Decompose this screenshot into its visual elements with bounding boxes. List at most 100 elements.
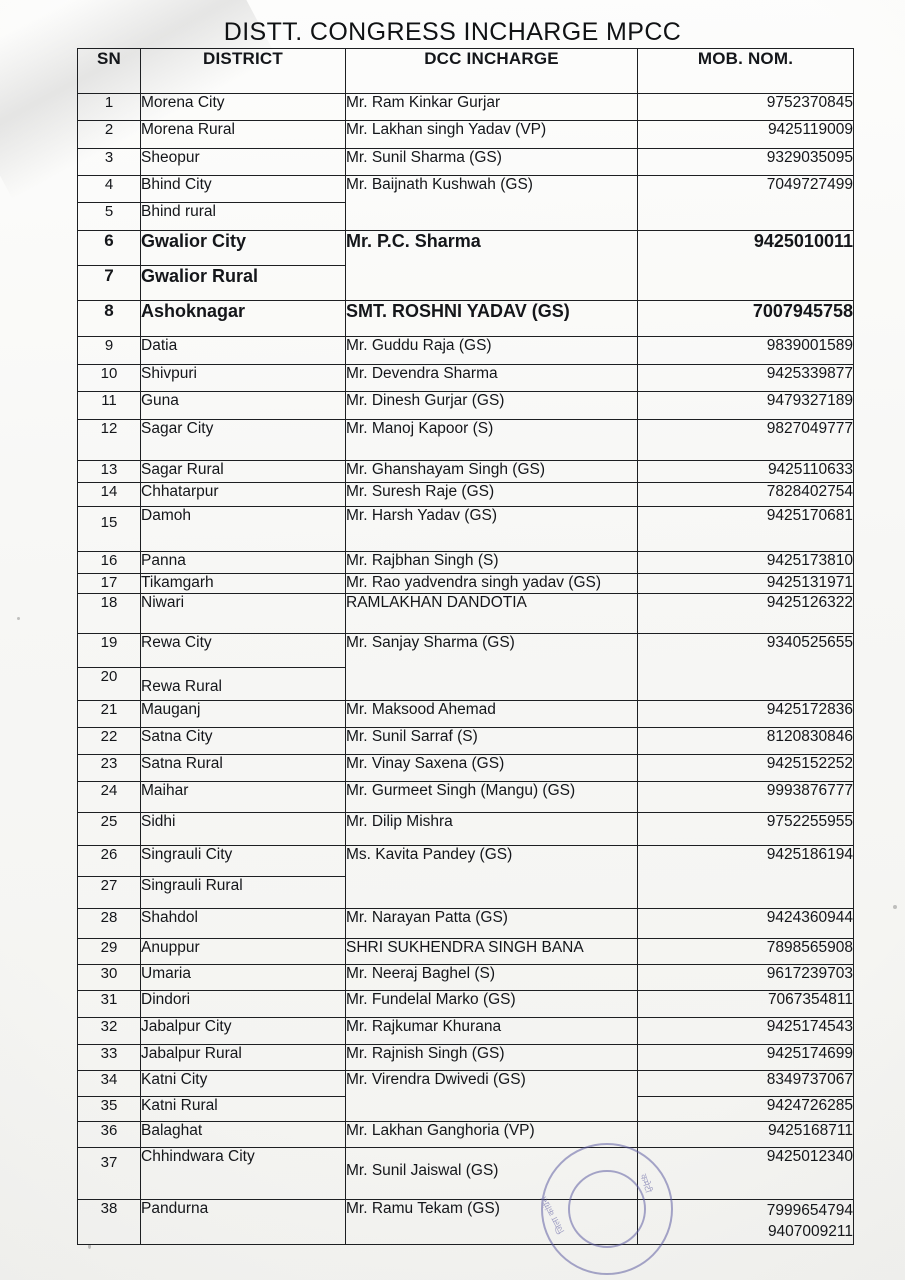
table-row: 6 Gwalior City Mr. P.C. Sharma 942501001…: [77, 230, 854, 301]
table-row: 29 Anuppur SHRI SUKHENDRA SINGH BANA 789…: [77, 938, 854, 965]
cell-sn: 9: [77, 336, 141, 365]
cell-district: Katni Rural: [140, 1096, 346, 1122]
cell-district: Ashoknagar: [140, 300, 346, 337]
table-row: 4 Bhind City Mr. Baijnath Kushwah (GS) 7…: [77, 175, 854, 231]
table-row: 21 Mauganj Mr. Maksood Ahemad 9425172836: [77, 700, 854, 728]
cell-district: Balaghat: [140, 1121, 346, 1148]
cell-incharge: Mr. Fundelal Marko (GS): [345, 990, 638, 1018]
cell-district: Gwalior Rural: [140, 265, 346, 301]
cell-incharge: Mr. Manoj Kapoor (S): [345, 419, 638, 461]
table-row: 3 Sheopur Mr. Sunil Sharma (GS) 93290350…: [77, 148, 854, 176]
cell-mobile: 8349737067: [637, 1070, 854, 1097]
cell-district: Tikamgarh: [140, 573, 346, 594]
cell-mobile: 7007945758: [637, 300, 854, 337]
cell-district: Morena City: [140, 93, 346, 121]
cell-sn: 25: [77, 812, 141, 846]
cell-sn: 24: [77, 781, 141, 813]
cell-sn: 8: [77, 300, 141, 337]
cell-mobile: 8120830846: [637, 727, 854, 755]
cell-district: Rewa City: [140, 633, 346, 668]
cell-district: Sagar Rural: [140, 460, 346, 483]
table-row: 11 Guna Mr. Dinesh Gurjar (GS) 947932718…: [77, 391, 854, 420]
cell-district: Pandurna: [140, 1199, 346, 1245]
cell-district: Jabalpur City: [140, 1017, 346, 1045]
cell-incharge: Ms. Kavita Pandey (GS): [345, 845, 638, 909]
cell-incharge: Mr. Harsh Yadav (GS): [345, 506, 638, 552]
cell-sn: 35: [77, 1096, 141, 1122]
table-row: 13 Sagar Rural Mr. Ghanshayam Singh (GS)…: [77, 460, 854, 483]
cell-incharge: Mr. Neeraj Baghel (S): [345, 964, 638, 991]
cell-district: Shahdol: [140, 908, 346, 939]
cell-sn: 33: [77, 1044, 141, 1071]
cell-incharge: Mr. Narayan Patta (GS): [345, 908, 638, 939]
cell-district: Sheopur: [140, 148, 346, 176]
cell-sn: 21: [77, 700, 141, 728]
table-row: 28 Shahdol Mr. Narayan Patta (GS) 942436…: [77, 908, 854, 939]
table-row: 17 Tikamgarh Mr. Rao yadvendra singh yad…: [77, 573, 854, 594]
cell-district: Datia: [140, 336, 346, 365]
cell-incharge: Mr. Sanjay Sharma (GS): [345, 633, 638, 701]
cell-mobile: 7067354811: [637, 990, 854, 1018]
cell-mobile-multi: 7999654794 9407009211: [637, 1199, 854, 1245]
cell-incharge: Mr. Rajbhan Singh (S): [345, 551, 638, 574]
cell-sn: 22: [77, 727, 141, 755]
cell-mobile-line2: 9407009211: [767, 1223, 853, 1241]
table-row: 9 Datia Mr. Guddu Raja (GS) 9839001589: [77, 336, 854, 365]
table-row: 20 Rewa Rural: [77, 667, 854, 701]
cell-mobile: 9340525655: [637, 633, 854, 701]
cell-incharge: Mr. Rajkumar Khurana: [345, 1017, 638, 1045]
cell-mobile: 9827049777: [637, 419, 854, 461]
cell-district: Panna: [140, 551, 346, 574]
table-row: 7 Gwalior Rural: [77, 265, 854, 301]
cell-incharge: Mr. Sunil Jaiswal (GS): [345, 1147, 638, 1200]
cell-district: Sagar City: [140, 419, 346, 461]
cell-district: Sidhi: [140, 812, 346, 846]
cell-mobile: 9752370845: [637, 93, 854, 121]
cell-mobile: 7049727499: [637, 175, 854, 231]
cell-district: Bhind rural: [140, 202, 346, 231]
cell-sn: 38: [77, 1199, 141, 1245]
cell-sn: 34: [77, 1070, 141, 1097]
cell-mobile: 9424360944: [637, 908, 854, 939]
table-row: 32 Jabalpur City Mr. Rajkumar Khurana 94…: [77, 1017, 854, 1045]
cell-incharge: Mr. Lakhan singh Yadav (VP): [345, 120, 638, 149]
cell-mobile: 9993876777: [637, 781, 854, 813]
table-row: 1 Morena City Mr. Ram Kinkar Gurjar 9752…: [77, 93, 854, 121]
column-header-sn: SN: [77, 48, 141, 94]
cell-mobile: 9329035095: [637, 148, 854, 176]
cell-mobile: 9425339877: [637, 364, 854, 392]
cell-district: Katni City: [140, 1070, 346, 1097]
cell-incharge: Mr. Rao yadvendra singh yadav (GS): [345, 573, 638, 594]
table-row: 37 Chhindwara City Mr. Sunil Jaiswal (GS…: [77, 1147, 854, 1200]
cell-mobile: 9752255955: [637, 812, 854, 846]
cell-mobile: 7898565908: [637, 938, 854, 965]
page-title: DISTT. CONGRESS INCHARGE MPCC: [223, 18, 682, 46]
cell-sn: 11: [77, 391, 141, 420]
table-row: 36 Balaghat Mr. Lakhan Ganghoria (VP) 94…: [77, 1121, 854, 1148]
header-row: SN DISTRICT DCC INCHARGE MOB. NOM.: [77, 48, 854, 94]
cell-sn: 4: [77, 175, 141, 203]
cell-mobile: 9425126322: [637, 593, 854, 634]
column-header-district: DISTRICT: [140, 48, 346, 94]
cell-sn: 30: [77, 964, 141, 991]
table-row: 23 Satna Rural Mr. Vinay Saxena (GS) 942…: [77, 754, 854, 782]
table-row: 24 Maihar Mr. Gurmeet Singh (Mangu) (GS)…: [77, 781, 854, 813]
cell-mobile: 9425131971: [637, 573, 854, 594]
cell-sn: 19: [77, 633, 141, 668]
cell-sn: 28: [77, 908, 141, 939]
table-row: 33 Jabalpur Rural Mr. Rajnish Singh (GS)…: [77, 1044, 854, 1071]
table-row: 35 Katni Rural 9424726285: [77, 1096, 854, 1122]
table-row: 31 Dindori Mr. Fundelal Marko (GS) 70673…: [77, 990, 854, 1018]
district-incharge-table: SN DISTRICT DCC INCHARGE MOB. NOM. 1 Mor…: [77, 48, 854, 1245]
cell-sn: 37: [77, 1147, 141, 1200]
cell-district: Rewa Rural: [140, 667, 346, 701]
column-header-mobile: MOB. NOM.: [637, 48, 854, 94]
cell-incharge: Mr. Virendra Dwivedi (GS): [345, 1070, 638, 1122]
cell-mobile: 9425010011: [637, 230, 854, 301]
cell-incharge: Mr. Guddu Raja (GS): [345, 336, 638, 365]
cell-sn: 26: [77, 845, 141, 877]
cell-district: Shivpuri: [140, 364, 346, 392]
cell-sn: 29: [77, 938, 141, 965]
cell-district: Chhindwara City: [140, 1147, 346, 1200]
cell-incharge: Mr. Rajnish Singh (GS): [345, 1044, 638, 1071]
